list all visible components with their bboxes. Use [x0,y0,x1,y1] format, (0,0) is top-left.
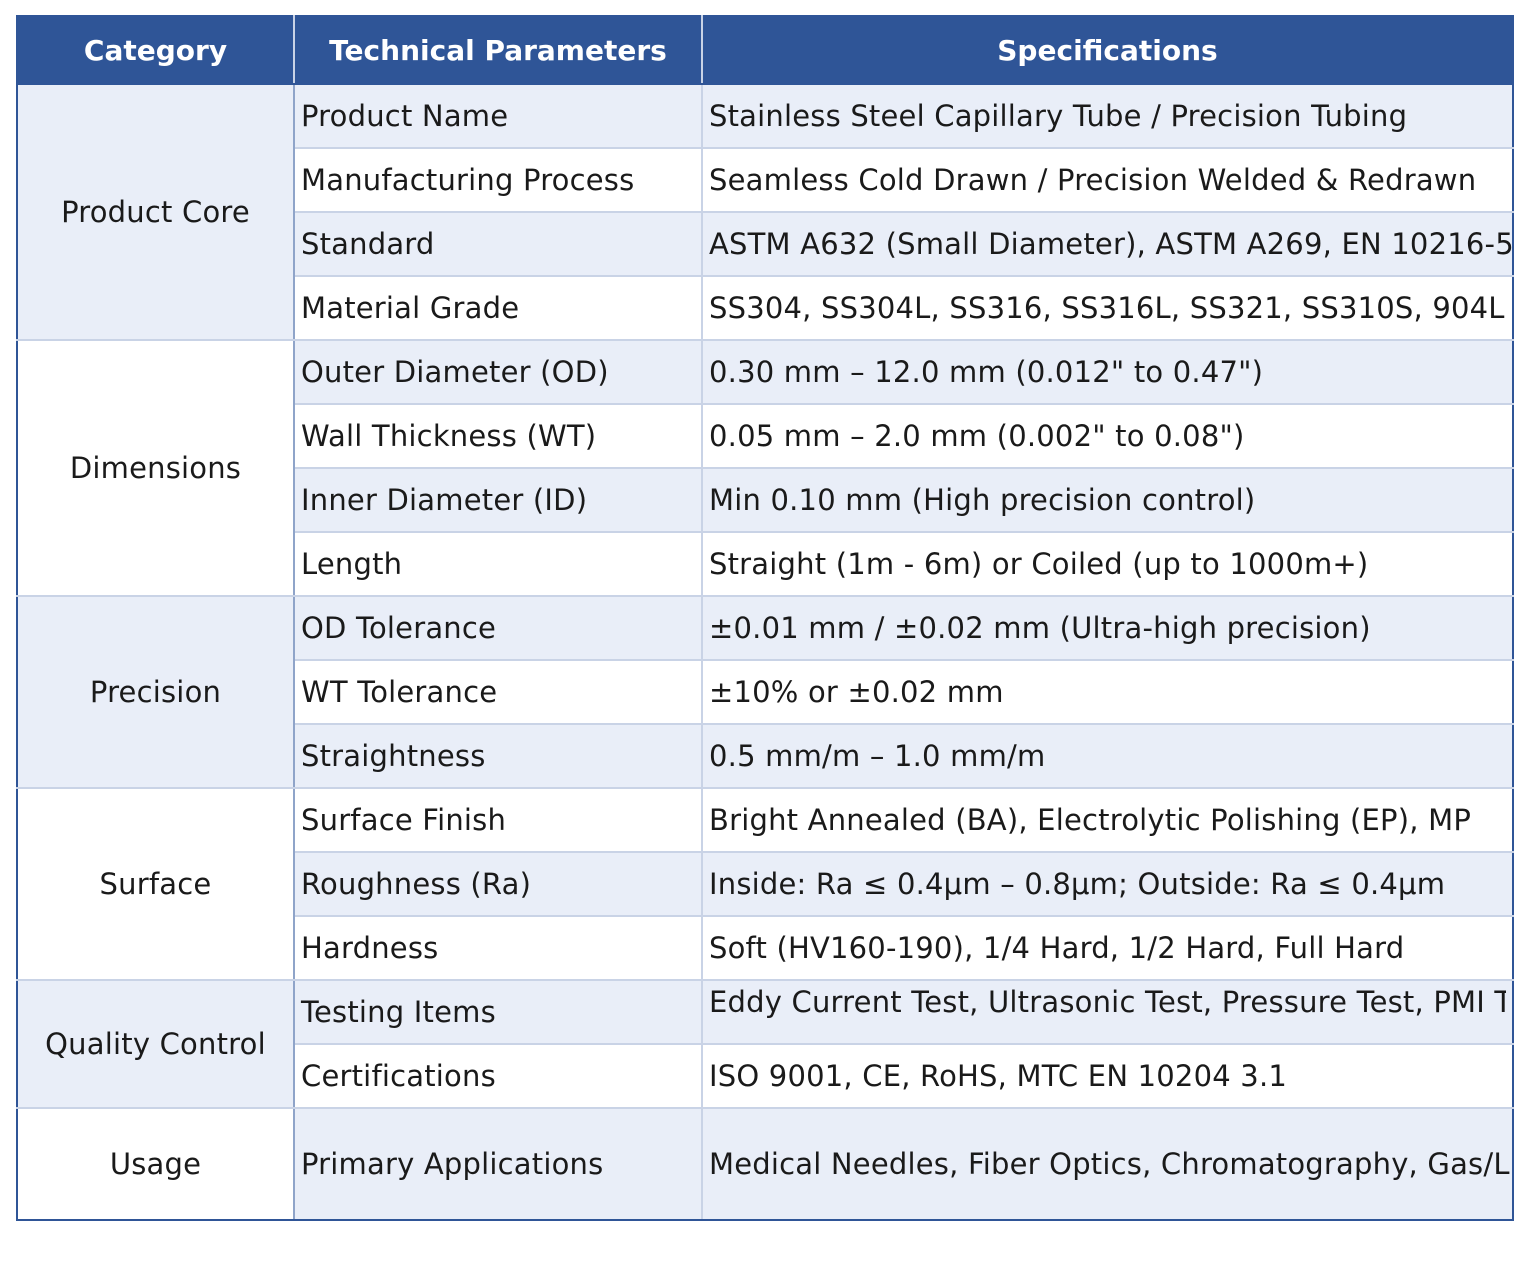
table-row: Product Core Product Name Stainless Stee… [16,83,1514,341]
spec-cell: 0.5 mm/m – 1.0 mm/m [701,723,1514,789]
spec-cell: Eddy Current Test, Ultrasonic Test, Pres… [701,979,1514,1045]
table-row: Material Grade SS304, SS304L, SS316, SS3… [17,275,1514,341]
table-row: WT Tolerance ±10% or ±0.02 mm [17,659,1514,725]
param-cell: Straightness [293,723,703,789]
spec-cell: ISO 9001, CE, RoHS, MTC EN 10204 3.1 [701,1043,1514,1109]
specification-table: Category Technical Parameters Specificat… [16,15,1514,1221]
category-cell: Quality Control [16,979,295,1109]
spec-cell: ±0.01 mm / ±0.02 mm (Ultra-high precisio… [701,595,1514,661]
spec-table-container: Category Technical Parameters Specificat… [16,15,1514,1221]
spec-cell: 0.05 mm – 2.0 mm (0.002" to 0.08") [701,403,1514,469]
spec-cell: ASTM A632 (Small Diameter), ASTM A269, E… [701,211,1514,277]
spec-cell: Stainless Steel Capillary Tube / Precisi… [701,83,1514,149]
category-cell: Product Core [16,83,295,341]
param-cell: WT Tolerance [293,659,703,725]
spec-cell: SS304, SS304L, SS316, SS316L, SS321, SS3… [701,275,1514,341]
param-cell: Product Name [293,83,703,149]
param-cell: Primary Applications [293,1107,703,1221]
param-cell: Surface Finish [293,787,703,853]
category-cell: Dimensions [16,339,295,597]
table-row: Straightness 0.5 mm/m – 1.0 mm/m [17,723,1514,789]
param-cell: Certifications [293,1043,703,1109]
param-cell: Outer Diameter (OD) [293,339,703,405]
spec-cell: Soft (HV160-190), 1/4 Hard, 1/2 Hard, Fu… [701,915,1514,981]
param-cell: Material Grade [293,275,703,341]
table-row: Standard ASTM A632 (Small Diameter), AST… [17,211,1514,277]
table-row: Wall Thickness (WT) 0.05 mm – 2.0 mm (0.… [17,403,1514,469]
spec-cell: Min 0.10 mm (High precision control) [701,467,1514,533]
param-cell: OD Tolerance [293,595,703,661]
table-row: Precision OD Tolerance ±0.01 mm / ±0.02 … [16,595,1514,789]
spec-text: Eddy Current Test, Ultrasonic Test, Pres… [709,985,1506,1019]
table-row: Hardness Soft (HV160-190), 1/4 Hard, 1/2… [17,915,1514,981]
param-cell: Testing Items [293,979,703,1045]
param-cell: Length [293,531,703,597]
param-cell: Standard [293,211,703,277]
table-row: Certifications ISO 9001, CE, RoHS, MTC E… [17,1043,1514,1109]
table-row: Roughness (Ra) Inside: Ra ≤ 0.4μm – 0.8μ… [17,851,1514,917]
header-technical-parameters: Technical Parameters [293,15,703,85]
spec-cell: 0.30 mm – 12.0 mm (0.012" to 0.47") [701,339,1514,405]
spec-cell: Bright Annealed (BA), Electrolytic Polis… [701,787,1514,853]
param-cell: Hardness [293,915,703,981]
category-cell: Precision [16,595,295,789]
table-row: Inner Diameter (ID) Min 0.10 mm (High pr… [17,467,1514,533]
param-cell: Inner Diameter (ID) [293,467,703,533]
header-specifications: Specifications [701,15,1514,85]
param-cell: Roughness (Ra) [293,851,703,917]
category-cell: Surface [16,787,295,981]
table-header-row: Category Technical Parameters Specificat… [16,15,1514,85]
table-row: Dimensions Outer Diameter (OD) 0.30 mm –… [16,339,1514,597]
spec-cell: Straight (1m - 6m) or Coiled (up to 1000… [701,531,1514,597]
category-cell: Usage [16,1107,295,1221]
header-category: Category [16,15,295,85]
spec-cell: Seamless Cold Drawn / Precision Welded &… [701,147,1514,213]
spec-cell: Inside: Ra ≤ 0.4μm – 0.8μm; Outside: Ra … [701,851,1514,917]
spec-cell: ±10% or ±0.02 mm [701,659,1514,725]
table-row: Surface Surface Finish Bright Annealed (… [16,787,1514,981]
table-row: Manufacturing Process Seamless Cold Draw… [17,147,1514,213]
spec-cell: Medical Needles, Fiber Optics, Chromatog… [701,1107,1514,1221]
table-row: Length Straight (1m - 6m) or Coiled (up … [17,531,1514,597]
table-row: Usage Primary Applications Medical Needl… [16,1107,1514,1221]
param-cell: Manufacturing Process [293,147,703,213]
param-cell: Wall Thickness (WT) [293,403,703,469]
table-row: Quality Control Testing Items Eddy Curre… [16,979,1514,1109]
